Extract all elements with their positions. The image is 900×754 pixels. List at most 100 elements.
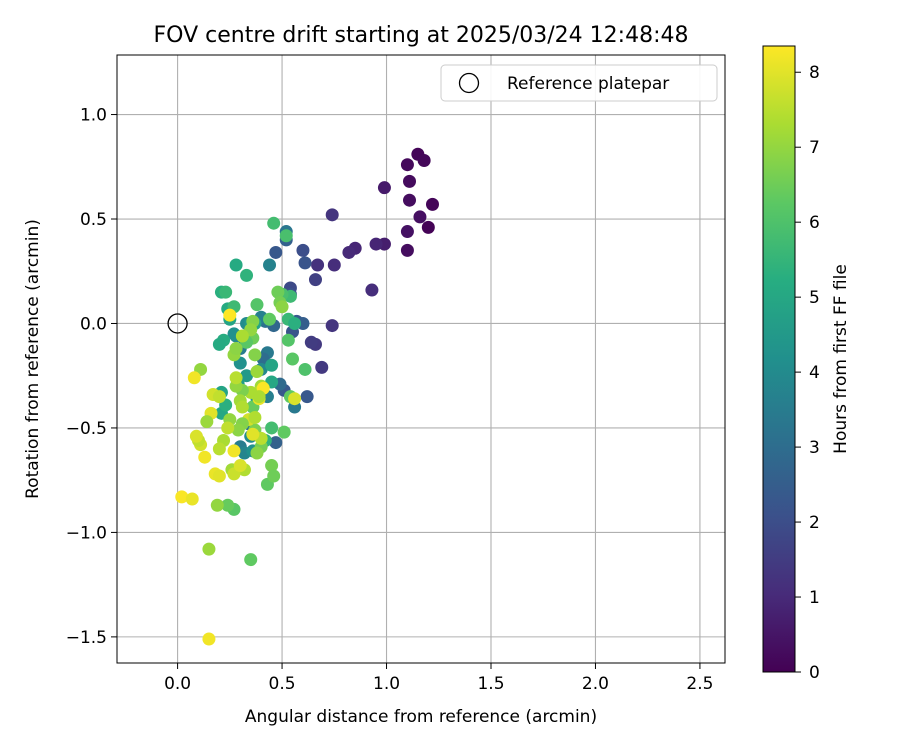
x-axis-label: Angular distance from reference (arcmin) (245, 707, 597, 727)
data-point (223, 308, 237, 322)
data-point (281, 333, 295, 347)
colorbar-tick-label: 7 (809, 138, 820, 158)
data-point (198, 450, 212, 464)
y-tick-label: −1.5 (66, 628, 107, 648)
y-tick-label: 0.0 (80, 314, 107, 334)
data-point (231, 423, 245, 437)
y-axis-label: Rotation from reference (arcmin) (23, 219, 43, 499)
colorbar-tick-label: 0 (809, 663, 820, 683)
data-point (271, 285, 285, 299)
chart-title: FOV centre drift starting at 2025/03/24 … (154, 23, 689, 48)
data-point (286, 352, 300, 366)
data-point (269, 436, 283, 450)
data-point (288, 316, 302, 330)
data-point (250, 298, 264, 312)
data-point (417, 154, 431, 168)
data-point (277, 425, 291, 439)
colorbar-tick-label: 5 (809, 288, 820, 308)
reference-platepar-marker (167, 313, 188, 334)
grid-lines (117, 55, 725, 663)
x-tick-label: 0.5 (269, 674, 296, 694)
x-tick-label: 2.0 (582, 674, 609, 694)
plot-area (117, 55, 725, 663)
data-point (229, 342, 243, 356)
data-point (248, 411, 262, 425)
data-point (300, 390, 314, 404)
data-point (187, 371, 201, 385)
data-point (212, 442, 226, 456)
data-point (185, 492, 199, 506)
data-point (265, 459, 279, 473)
data-point (325, 319, 339, 333)
y-axis-ticks: −1.5 −1.0 −0.5 0.0 0.5 1.0 (66, 106, 117, 648)
colorbar-frame (762, 45, 796, 673)
colorbar-ticks: 0 1 2 3 4 5 6 7 8 (795, 63, 820, 683)
y-tick-label: −0.5 (66, 419, 107, 439)
data-point (265, 421, 279, 435)
legend: Reference platepar (440, 64, 718, 102)
legend-marker-open-circle (458, 72, 480, 94)
data-point (244, 553, 258, 567)
data-point (267, 469, 281, 483)
colorbar-tick-label: 6 (809, 213, 820, 233)
legend-label: Reference platepar (507, 74, 669, 94)
data-point (315, 360, 329, 374)
data-point (311, 258, 325, 272)
data-point (263, 312, 277, 326)
data-point (250, 446, 264, 460)
colorbar-gradient (763, 46, 795, 672)
data-point (219, 285, 233, 299)
y-tick-label: −1.0 (66, 523, 107, 543)
data-point (304, 335, 318, 349)
data-point (269, 245, 283, 259)
data-point (403, 174, 417, 188)
data-point (252, 390, 266, 404)
data-points (175, 147, 439, 646)
data-point (365, 283, 379, 297)
data-point (425, 197, 439, 211)
data-point (298, 256, 312, 270)
data-point (267, 216, 281, 230)
data-point (240, 369, 254, 383)
data-point (250, 365, 264, 379)
data-point (200, 415, 214, 429)
data-point (400, 243, 414, 257)
y-tick-label: 0.5 (80, 210, 107, 230)
data-point (400, 158, 414, 172)
colorbar: 0 1 2 3 4 5 6 7 8 Hours from first FF file (762, 45, 851, 683)
data-point (413, 210, 427, 224)
data-point (263, 258, 277, 272)
data-point (202, 632, 216, 646)
data-point (210, 498, 224, 512)
x-tick-label: 1.5 (477, 674, 504, 694)
data-point (248, 348, 262, 362)
data-point (308, 273, 322, 287)
data-point (240, 268, 254, 282)
x-tick-label: 2.5 (686, 674, 713, 694)
x-tick-label: 1.0 (373, 674, 400, 694)
colorbar-label: Hours from first FF file (831, 264, 851, 454)
data-point (421, 220, 435, 234)
data-point (229, 258, 243, 272)
x-tick-label: 0.0 (164, 674, 191, 694)
data-point (265, 358, 279, 372)
data-point (221, 498, 235, 512)
data-point (246, 427, 260, 441)
data-point (227, 444, 241, 458)
colorbar-tick-label: 2 (809, 513, 820, 533)
y-tick-label: 1.0 (80, 106, 107, 126)
data-point (296, 243, 310, 257)
colorbar-tick-label: 4 (809, 363, 820, 383)
data-point (202, 542, 216, 556)
data-point (275, 300, 289, 314)
data-point (233, 459, 247, 473)
data-point (212, 390, 226, 404)
data-point (175, 490, 189, 504)
data-point (325, 208, 339, 222)
data-point (400, 225, 414, 239)
legend-box (440, 64, 718, 102)
data-point (235, 400, 249, 414)
data-point (298, 362, 312, 376)
